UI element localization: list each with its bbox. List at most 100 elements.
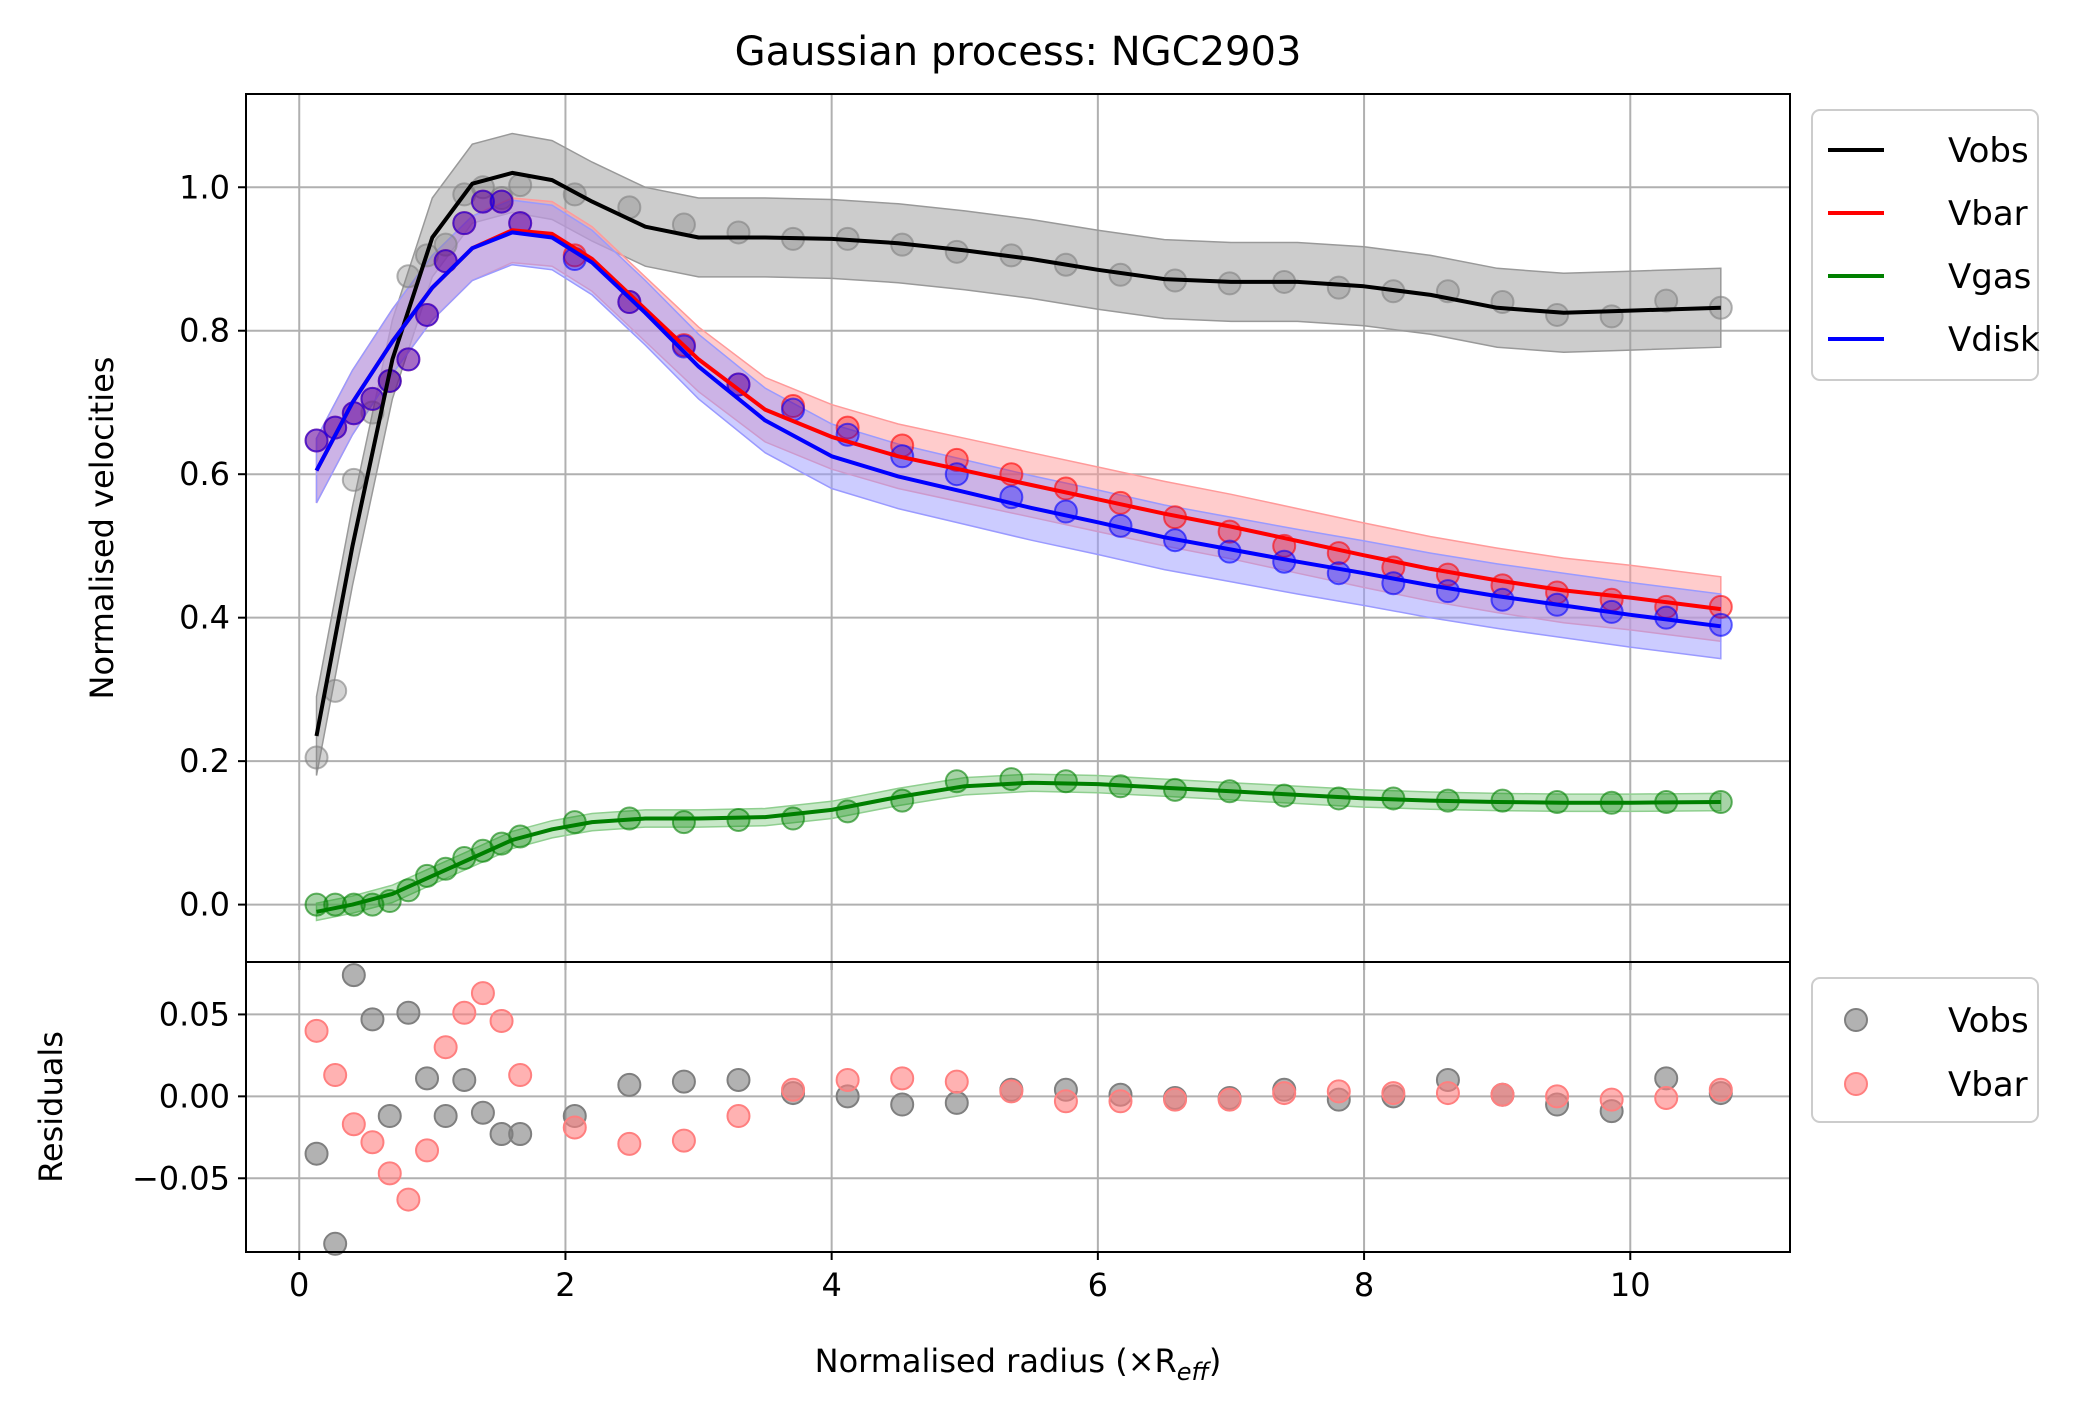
top-legend-box	[1811, 109, 2039, 381]
residual-vbar	[377, 1161, 402, 1186]
point-vobs	[341, 467, 366, 492]
top-fit-lines	[314, 170, 1722, 914]
top-y-tick-label: 0.0	[179, 886, 230, 924]
residual-vbar	[999, 1079, 1024, 1104]
residual-vobs	[323, 1231, 348, 1256]
legend-label-vdisk: Vdisk	[1948, 320, 2040, 360]
point-vdisk	[726, 372, 751, 397]
residual-vbar	[726, 1104, 751, 1129]
residual-vobs	[341, 963, 366, 988]
bottom-y-tick-label: 0.00	[159, 1077, 230, 1115]
point-vobs	[1326, 275, 1351, 300]
bottom-panel: −0.05 0.00 0.05 0 2 4 6 8 10 Residuals Normalis…	[32, 961, 1791, 1386]
residual-vbar	[508, 1063, 533, 1088]
top-y-tick-label: 1.0	[179, 168, 230, 206]
chart-title: Gaussian process: NGC2903	[735, 29, 1302, 75]
point-vgas	[671, 810, 696, 835]
residual-vbar	[1163, 1087, 1188, 1112]
legend-label-residual-vobs: Vobs	[1948, 1001, 2029, 1041]
bottom-x-ticks: 0 2 4 6 8 10	[289, 1252, 1651, 1304]
residual-vbar	[470, 981, 495, 1006]
residual-vbar	[1545, 1084, 1570, 1109]
bottom-legend: Vobs Vbar	[1811, 977, 2039, 1123]
residual-vobs	[415, 1066, 440, 1091]
line-vgas	[316, 780, 1721, 914]
residual-vbar	[562, 1115, 587, 1140]
point-vgas	[1053, 769, 1078, 794]
residual-vobs	[890, 1092, 915, 1117]
x-axis-label-main: Normalised radius (×R	[815, 1342, 1177, 1380]
point-vgas	[781, 806, 806, 831]
residual-vobs	[944, 1090, 969, 1115]
x-tick-label: 6	[1088, 1266, 1108, 1304]
top-y-tick-label: 0.8	[179, 312, 230, 350]
point-vdisk	[304, 428, 329, 453]
x-tick-label: 0	[289, 1266, 309, 1304]
x-axis-label-subscript: eff	[1177, 1358, 1212, 1386]
bottom-y-tick-label: 0.05	[159, 995, 230, 1033]
point-vdisk	[1053, 499, 1078, 524]
point-vobs	[1654, 288, 1679, 313]
bottom-y-ticks: −0.05 0.00 0.05	[132, 995, 246, 1197]
x-tick-label: 4	[821, 1266, 841, 1304]
residual-vobs	[304, 1141, 329, 1166]
top-y-tick-label: 0.6	[179, 455, 230, 493]
residual-vobs	[671, 1069, 696, 1094]
legend-label-vobs: Vobs	[1948, 131, 2029, 171]
residual-vbar	[360, 1130, 385, 1155]
residual-vbar	[617, 1131, 642, 1156]
residual-vbar	[415, 1138, 440, 1163]
top-uncertainty-bands	[315, 132, 1722, 922]
residual-vbar	[781, 1077, 806, 1102]
x-axis-label-suffix: )	[1209, 1342, 1221, 1380]
residual-vbar	[671, 1128, 696, 1153]
residual-vbar	[433, 1035, 458, 1060]
residual-vbar	[1381, 1081, 1406, 1106]
residual-vbar	[1272, 1081, 1297, 1106]
legend-marker-vbar	[1844, 1072, 1868, 1096]
top-panel: 0.0 0.2 0.4 0.6 0.8 1.0 Normalised velocities	[83, 93, 1791, 970]
point-vgas	[890, 788, 915, 813]
x-tick-label: 8	[1354, 1266, 1374, 1304]
residual-vobs	[433, 1104, 458, 1129]
top-y-tick-label: 0.4	[179, 599, 230, 637]
residual-vobs	[360, 1007, 385, 1032]
point-vdisk	[470, 189, 495, 214]
point-vdisk	[489, 189, 514, 214]
legend-label-residual-vbar: Vbar	[1948, 1065, 2028, 1105]
bottom-y-axis-label: Residuals	[32, 1031, 70, 1183]
point-vdisk	[396, 347, 421, 372]
point-vobs	[1599, 304, 1624, 329]
x-axis-label: Normalised radius (×Reff)	[815, 1342, 1222, 1386]
point-vdisk	[415, 302, 440, 327]
point-vobs	[304, 745, 329, 770]
legend-marker-vobs	[1844, 1008, 1868, 1032]
x-tick-label: 2	[555, 1266, 575, 1304]
residual-vbar	[489, 1008, 514, 1033]
residual-vobs	[617, 1072, 642, 1097]
residual-vbar	[1654, 1085, 1679, 1110]
residual-vbar	[1326, 1079, 1351, 1104]
residual-vbar	[1490, 1082, 1515, 1107]
top-y-axis-label: Normalised velocities	[83, 357, 121, 700]
residual-vbar	[944, 1069, 969, 1094]
point-vbar	[1053, 476, 1078, 501]
residual-vbar	[323, 1063, 348, 1088]
bottom-legend-box	[1811, 977, 2039, 1123]
point-vbar	[835, 415, 860, 440]
point-vdisk	[360, 386, 385, 411]
point-vobs	[1545, 302, 1570, 327]
top-y-tick-label: 0.2	[179, 742, 230, 780]
residual-vobs	[508, 1122, 533, 1147]
residual-vbar	[890, 1066, 915, 1091]
x-tick-label: 10	[1610, 1266, 1651, 1304]
legend-label-vbar: Vbar	[1948, 194, 2028, 234]
residual-vobs	[452, 1067, 477, 1092]
residual-vobs	[726, 1067, 751, 1092]
residual-vobs	[470, 1100, 495, 1125]
band-vdisk	[315, 199, 1722, 660]
residual-vbar	[1217, 1087, 1242, 1112]
point-vgas	[726, 807, 751, 832]
